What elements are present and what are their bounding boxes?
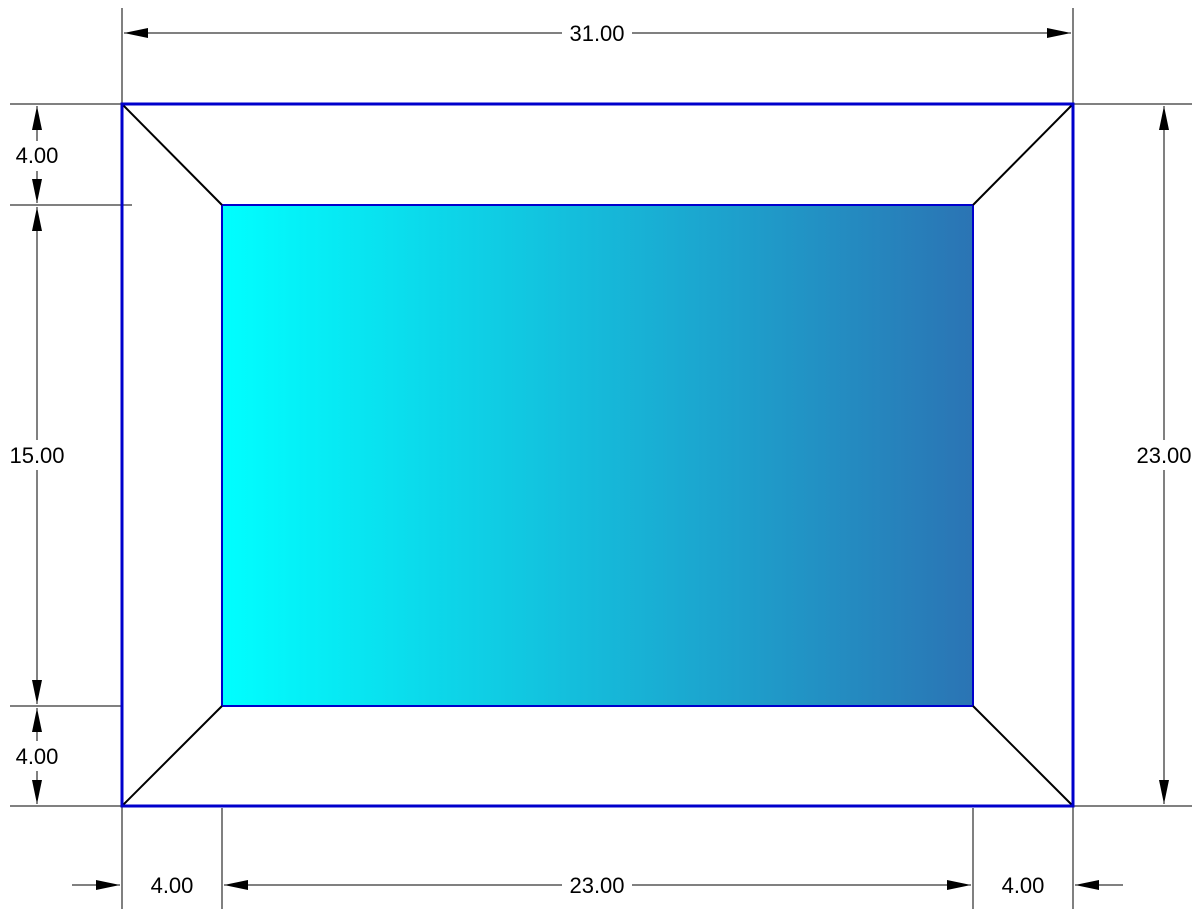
dimension-left-middle: 15.00 bbox=[9, 207, 65, 704]
dimension-bottom-middle: 23.00 bbox=[224, 873, 971, 898]
dimension-label: 15.00 bbox=[9, 443, 64, 468]
arrowhead bbox=[947, 880, 971, 890]
arrowhead bbox=[32, 708, 42, 732]
dimension-bottom-right: 4.00 bbox=[1002, 873, 1123, 898]
dimension-top-overall: 31.00 bbox=[124, 21, 1071, 46]
arrowhead bbox=[32, 780, 42, 804]
dimension-right-overall: 23.00 bbox=[1136, 106, 1192, 804]
bevel-line-top-left bbox=[121, 103, 223, 206]
arrowhead bbox=[124, 28, 148, 38]
dimension-left-top: 4.00 bbox=[8, 106, 64, 203]
bevel-line-bottom-left bbox=[121, 705, 223, 807]
arrowhead bbox=[1047, 28, 1071, 38]
frame-shape bbox=[120, 102, 1075, 808]
bevel-line-top-right bbox=[972, 103, 1074, 206]
arrowhead bbox=[32, 680, 42, 704]
arrowhead bbox=[96, 880, 120, 890]
arrowhead bbox=[32, 106, 42, 130]
inner-panel bbox=[221, 204, 974, 707]
dimension-label: 23.00 bbox=[1136, 443, 1191, 468]
dimension-label: 31.00 bbox=[569, 21, 624, 46]
label-mask bbox=[8, 141, 64, 171]
bevel-line-bottom-right bbox=[972, 705, 1074, 807]
arrowhead bbox=[1159, 780, 1169, 804]
dimension-label: 4.00 bbox=[16, 143, 59, 168]
dimension-label: 23.00 bbox=[569, 873, 624, 898]
dimension-label: 4.00 bbox=[1002, 873, 1045, 898]
dimension-left-bottom: 4.00 bbox=[8, 708, 64, 804]
dimension-label: 4.00 bbox=[151, 873, 194, 898]
arrowhead bbox=[1075, 880, 1099, 890]
outer-frame bbox=[120, 102, 1075, 808]
arrowhead bbox=[32, 179, 42, 203]
label-mask bbox=[8, 741, 64, 771]
arrowhead bbox=[1159, 106, 1169, 130]
dimension-bottom-left: 4.00 bbox=[72, 873, 248, 898]
dimension-label: 4.00 bbox=[16, 744, 59, 769]
arrowhead bbox=[32, 207, 42, 231]
